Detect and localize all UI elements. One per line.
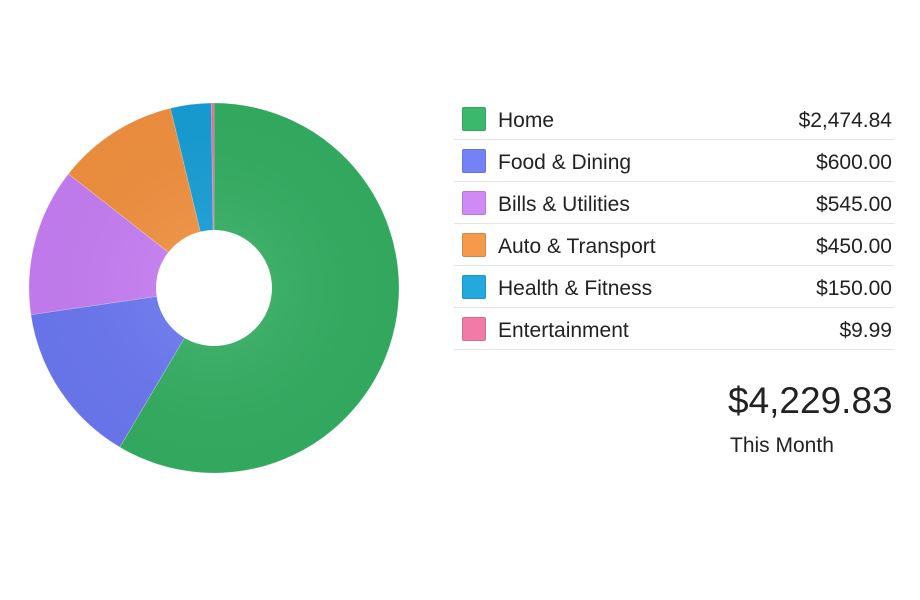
legend-label: Entertainment bbox=[498, 318, 629, 342]
legend-item-home[interactable]: Home $2,474.84 bbox=[454, 98, 894, 140]
legend-amount: $9.99 bbox=[839, 318, 892, 342]
legend-swatch-home bbox=[462, 106, 486, 131]
legend-swatch-entertainment bbox=[462, 316, 486, 341]
legend-amount: $150.00 bbox=[816, 276, 892, 300]
legend-label: Food & Dining bbox=[498, 150, 632, 174]
total-caption: This Month bbox=[730, 434, 834, 457]
total-amount: $4,229.83 bbox=[728, 380, 893, 421]
legend: Home $2,474.84 Food & Dining $600.00 Bil… bbox=[454, 98, 894, 350]
donut-hole bbox=[156, 230, 272, 346]
legend-swatch-bills-utilities bbox=[462, 190, 486, 215]
legend-swatch-food-dining bbox=[462, 148, 486, 173]
legend-swatch-auto-transport bbox=[462, 232, 486, 257]
legend-amount: $2,474.84 bbox=[798, 108, 892, 132]
donut-chart bbox=[28, 102, 400, 474]
legend-swatch-health-fitness bbox=[462, 274, 486, 299]
legend-item-bills-utilities[interactable]: Bills & Utilities $545.00 bbox=[454, 182, 894, 224]
legend-label: Auto & Transport bbox=[498, 234, 656, 258]
legend-label: Home bbox=[498, 108, 555, 132]
legend-item-auto-transport[interactable]: Auto & Transport $450.00 bbox=[454, 224, 894, 266]
legend-item-health-fitness[interactable]: Health & Fitness $150.00 bbox=[454, 266, 894, 308]
legend-amount: $545.00 bbox=[816, 192, 892, 216]
legend-amount: $600.00 bbox=[816, 150, 892, 174]
legend-label: Bills & Utilities bbox=[498, 192, 630, 216]
legend-item-food-dining[interactable]: Food & Dining $600.00 bbox=[454, 140, 894, 182]
legend-item-entertainment[interactable]: Entertainment $9.99 bbox=[454, 308, 894, 350]
legend-label: Health & Fitness bbox=[498, 276, 653, 300]
legend-amount: $450.00 bbox=[816, 234, 892, 258]
